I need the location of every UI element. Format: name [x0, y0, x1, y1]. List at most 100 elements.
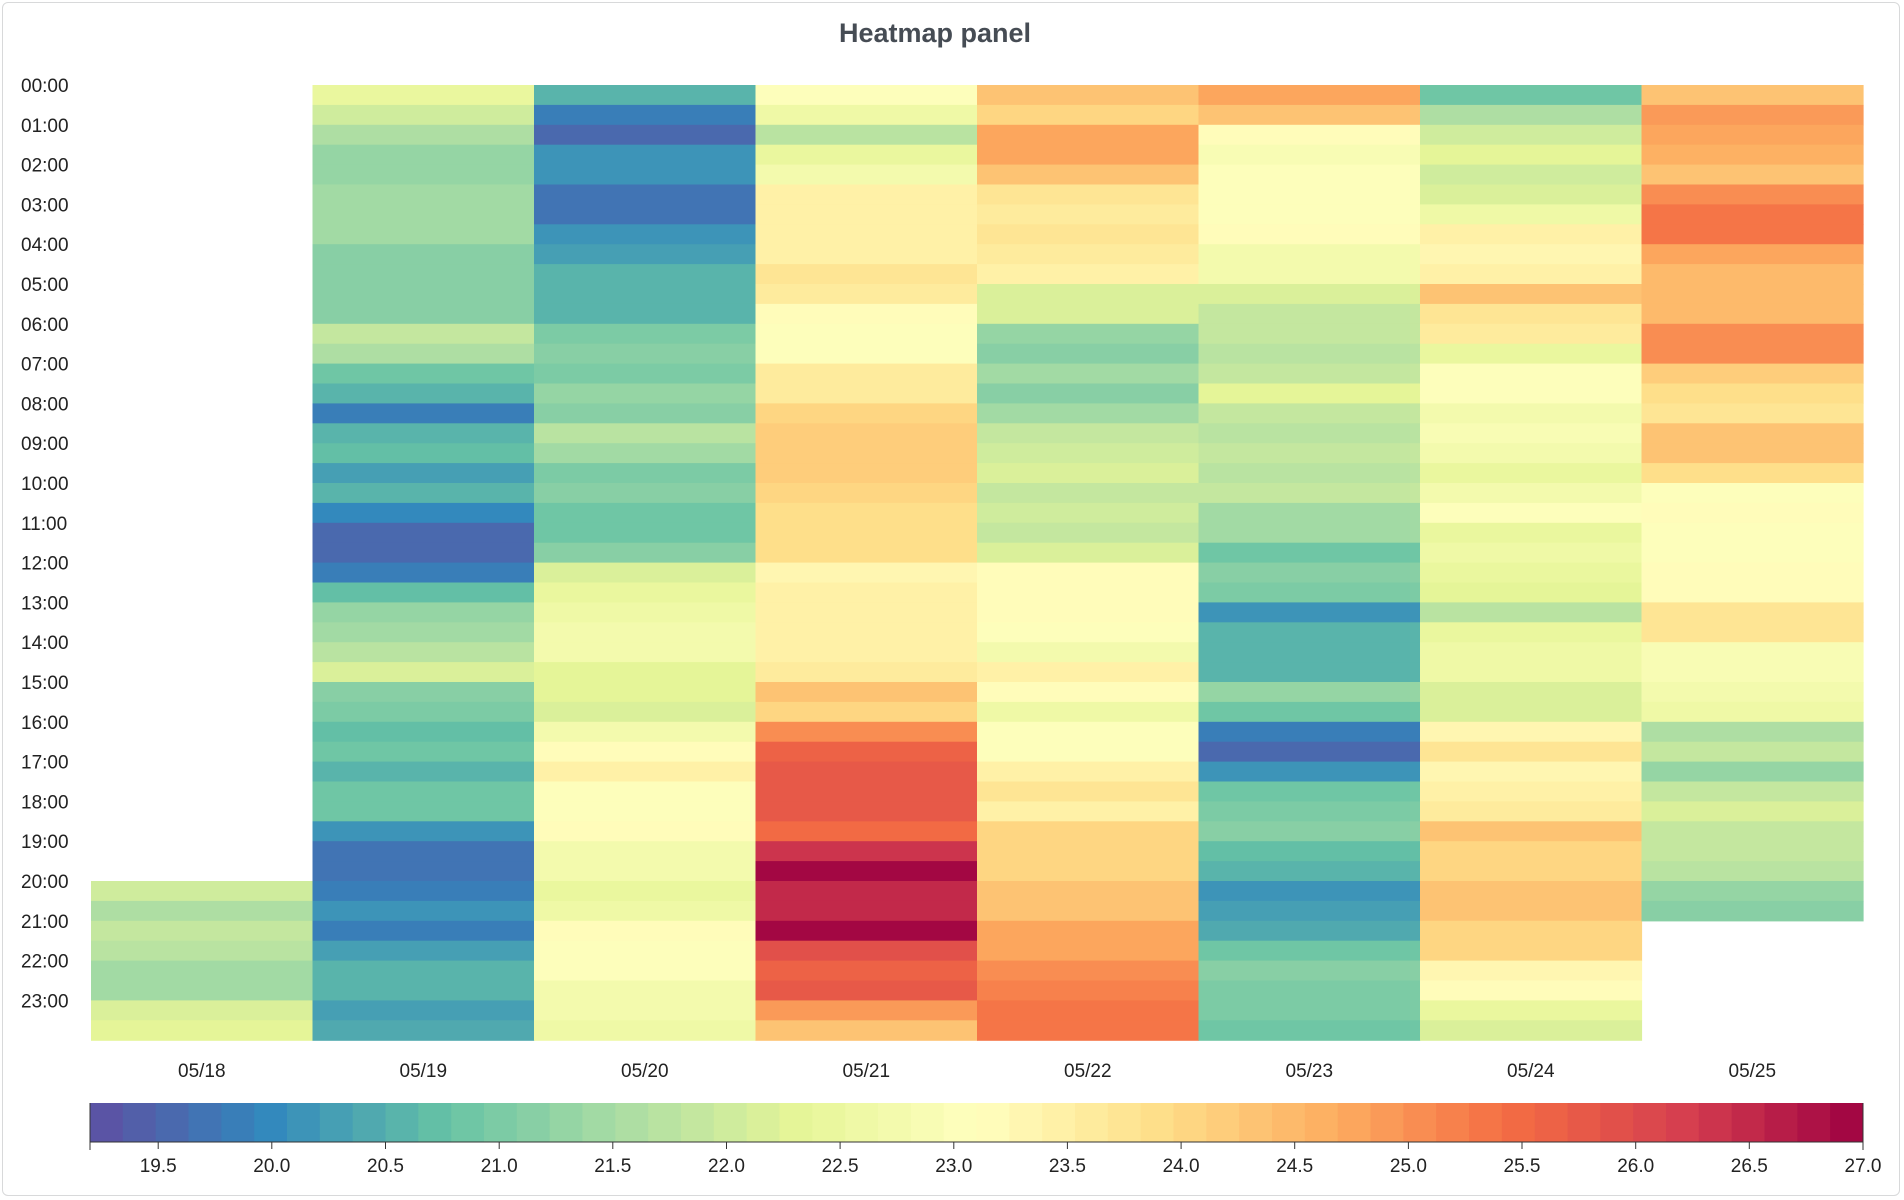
heatmap-cell: [312, 781, 535, 802]
heatmap-cell: [977, 721, 1200, 743]
heatmap-cell: [312, 483, 535, 504]
heatmap-cell: [534, 920, 757, 942]
heatmap-cell: [977, 104, 1200, 126]
heatmap-cell: [312, 662, 535, 683]
heatmap-cell: [755, 662, 978, 683]
legend-swatch: [1633, 1103, 1667, 1142]
heatmap-cell: [312, 423, 535, 444]
y-tick-label: 08:00: [21, 394, 69, 415]
heatmap-cell: [977, 542, 1200, 564]
legend-swatch: [1731, 1103, 1765, 1142]
heatmap-cell: [977, 821, 1200, 842]
chart-title: Heatmap panel: [839, 18, 1031, 48]
heatmap-cell: [1198, 622, 1421, 643]
heatmap-cell: [1420, 144, 1643, 166]
heatmap-cell: [1420, 821, 1643, 842]
heatmap-cell: [1198, 104, 1421, 126]
heatmap-cell: [977, 423, 1200, 444]
heatmap-cell: [977, 940, 1200, 962]
heatmap-cell: [1198, 423, 1421, 444]
heatmap-cell: [91, 940, 314, 962]
heatmap-cell: [534, 881, 757, 902]
heatmap-cell: [755, 900, 978, 922]
x-tick-label: 05/19: [400, 1061, 448, 1082]
legend-tick-label: 23.0: [935, 1156, 972, 1177]
legend-swatch: [1337, 1103, 1371, 1142]
legend-swatch: [943, 1103, 977, 1142]
heatmap-cell: [755, 960, 978, 982]
heatmap-cell: [755, 502, 978, 524]
legend-swatch: [451, 1103, 485, 1142]
heatmap-cell: [1198, 900, 1421, 922]
heatmap-cell: [755, 343, 978, 365]
heatmap-cell: [977, 403, 1200, 424]
heatmap-cell: [755, 124, 978, 146]
heatmap-cell: [1198, 363, 1421, 385]
legend-swatch: [1075, 1103, 1109, 1142]
legend-swatch: [1567, 1103, 1601, 1142]
heatmap-cell: [534, 363, 757, 385]
x-tick-label: 05/23: [1286, 1061, 1334, 1082]
heatmap-cell: [977, 184, 1200, 205]
heatmap-cell: [1198, 821, 1421, 842]
legend-swatch: [1403, 1103, 1437, 1142]
heatmap-cell: [977, 224, 1200, 245]
heatmap-cell: [312, 164, 535, 186]
heatmap-cell: [534, 781, 757, 802]
heatmap-cell: [1641, 343, 1864, 365]
heatmap-cell: [977, 483, 1200, 504]
legend-swatch: [648, 1103, 682, 1142]
heatmap-cell: [1641, 483, 1864, 504]
heatmap-cell: [312, 522, 535, 544]
heatmap-cell: [312, 323, 535, 345]
legend-swatch: [1666, 1103, 1700, 1142]
heatmap-cell: [1420, 542, 1643, 564]
heatmap-cell: [534, 801, 757, 822]
heatmap-cell: [1641, 881, 1864, 902]
heatmap-cell: [312, 303, 535, 325]
heatmap-cell: [534, 443, 757, 464]
heatmap-cell: [1198, 662, 1421, 683]
heatmap-cell: [91, 1020, 314, 1041]
heatmap-cell: [755, 383, 978, 404]
heatmap-cell: [534, 423, 757, 444]
x-tick-label: 05/22: [1064, 1061, 1112, 1082]
heatmap-cell: [534, 622, 757, 643]
heatmap-cell: [1198, 920, 1421, 942]
heatmap-cell: [91, 900, 314, 922]
heatmap-cell: [1198, 303, 1421, 325]
heatmap-cell: [1198, 881, 1421, 902]
heatmap-cell: [1420, 184, 1643, 205]
heatmap-cell: [1641, 900, 1864, 922]
heatmap-cell: [534, 264, 757, 285]
heatmap-cell: [312, 682, 535, 703]
legend-swatch: [1534, 1103, 1568, 1142]
heatmap-cell: [312, 1020, 535, 1041]
y-tick-label: 10:00: [21, 474, 69, 495]
heatmap-cell: [534, 821, 757, 842]
heatmap-cell: [1198, 463, 1421, 484]
heatmap-cell: [977, 562, 1200, 584]
heatmap-cell: [1198, 542, 1421, 564]
heatmap-cell: [755, 363, 978, 385]
heatmap-cell: [977, 204, 1200, 225]
heatmap-cell: [91, 881, 314, 902]
heatmap-cell: [1198, 1020, 1421, 1041]
heatmap-cell: [1641, 144, 1864, 166]
heatmap-cell: [1198, 1000, 1421, 1021]
heatmap-cell: [755, 284, 978, 305]
heatmap-cell: [1641, 781, 1864, 802]
heatmap-cell: [534, 642, 757, 663]
heatmap-cell: [534, 124, 757, 146]
heatmap-cell: [1641, 741, 1864, 763]
heatmap-cell: [1198, 144, 1421, 166]
heatmap-cell: [534, 403, 757, 424]
y-tick-label: 17:00: [21, 753, 69, 774]
x-tick-label: 05/18: [178, 1061, 226, 1082]
heatmap-cell: [534, 303, 757, 325]
heatmap-cell: [1198, 841, 1421, 862]
heatmap-cell: [755, 443, 978, 464]
legend-swatch: [155, 1103, 189, 1142]
heatmap-cell: [755, 224, 978, 245]
legend-swatch: [713, 1103, 748, 1142]
